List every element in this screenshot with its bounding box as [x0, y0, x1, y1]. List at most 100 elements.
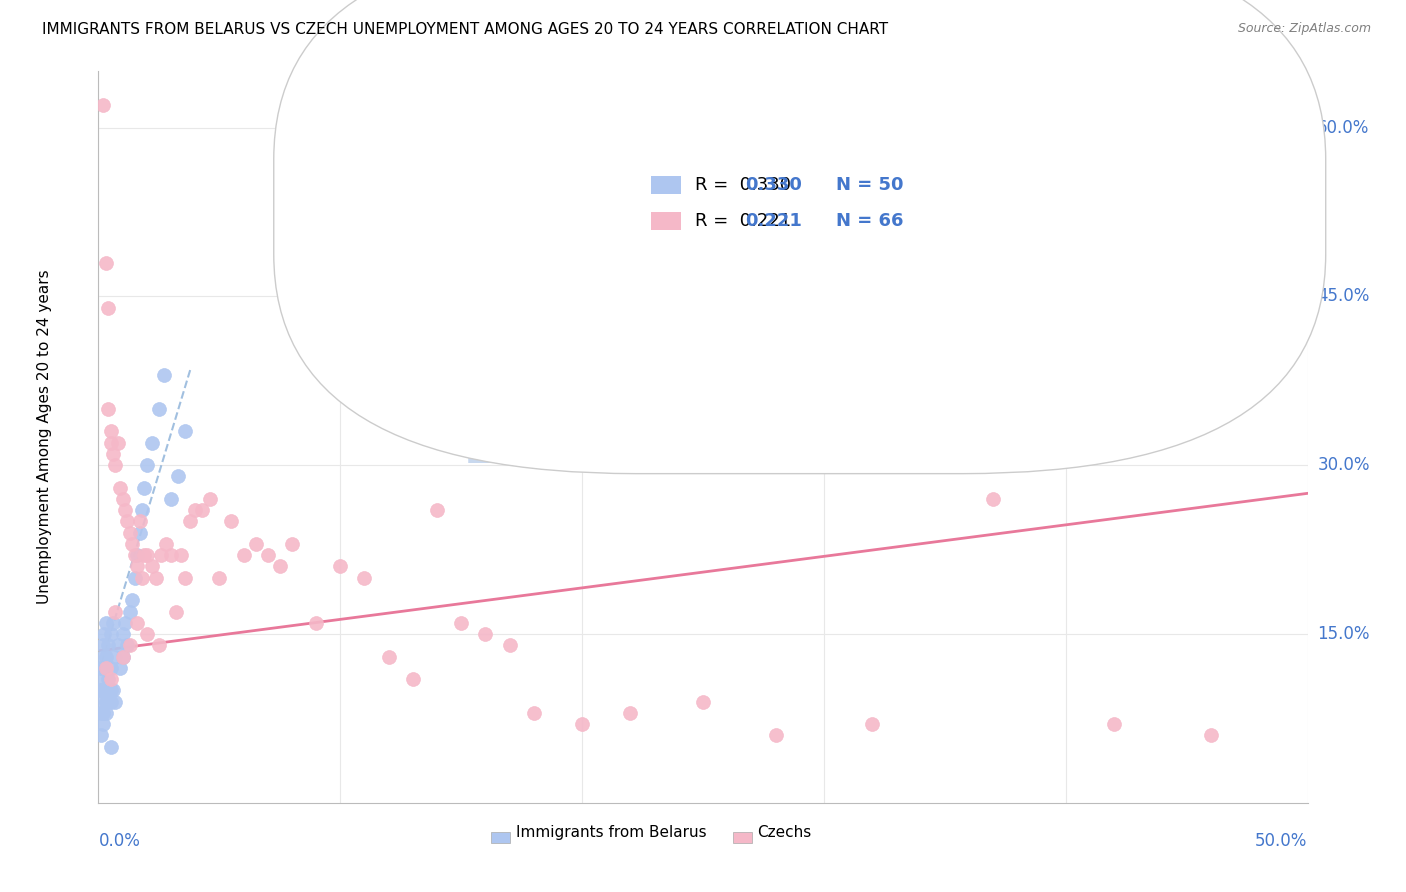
Point	[91, 98, 114, 112]
Point	[94, 615, 117, 630]
Point	[134, 481, 156, 495]
Text: 15.0%: 15.0%	[1317, 625, 1369, 643]
Point	[498, 638, 520, 652]
Point	[160, 491, 183, 506]
Point	[141, 559, 163, 574]
Point	[131, 571, 153, 585]
Point	[108, 661, 131, 675]
Point	[1102, 717, 1125, 731]
Point	[101, 683, 124, 698]
Point	[860, 717, 883, 731]
Point	[377, 649, 399, 664]
Point	[148, 638, 170, 652]
Point	[118, 525, 141, 540]
Text: 0.330: 0.330	[745, 176, 803, 194]
Point	[127, 615, 149, 630]
Point	[104, 649, 127, 664]
Point	[152, 368, 174, 383]
Point	[765, 728, 787, 742]
Point	[100, 627, 122, 641]
Text: 45.0%: 45.0%	[1317, 287, 1369, 305]
Point	[221, 515, 243, 529]
Point	[179, 515, 201, 529]
Point	[191, 503, 214, 517]
Text: 60.0%: 60.0%	[1317, 119, 1369, 136]
Point	[91, 661, 114, 675]
Point	[121, 537, 143, 551]
Point	[100, 694, 122, 708]
Point	[100, 683, 122, 698]
Point	[402, 672, 425, 686]
Point	[232, 548, 254, 562]
FancyBboxPatch shape	[274, 0, 1326, 474]
Point	[93, 627, 115, 641]
Bar	[734, 831, 752, 843]
Point	[117, 638, 139, 652]
Point	[94, 694, 117, 708]
Point	[167, 469, 190, 483]
Point	[91, 717, 114, 731]
Point	[111, 649, 134, 664]
Point	[329, 559, 352, 574]
Text: Czechs: Czechs	[758, 824, 811, 839]
Text: R =  0.221: R = 0.221	[695, 212, 790, 230]
Point	[135, 458, 157, 473]
Point	[111, 649, 134, 664]
Point	[90, 728, 112, 742]
Point	[94, 661, 117, 675]
Point	[981, 491, 1004, 506]
Point	[269, 559, 291, 574]
Bar	[651, 212, 682, 230]
Point	[426, 503, 449, 517]
Point	[100, 425, 122, 439]
Point	[135, 548, 157, 562]
Point	[523, 706, 546, 720]
Point	[134, 548, 156, 562]
Text: Immigrants from Belarus: Immigrants from Belarus	[516, 824, 706, 839]
Bar	[651, 176, 682, 194]
Point	[94, 649, 117, 664]
Point	[107, 638, 129, 652]
Point	[571, 717, 593, 731]
Point	[128, 515, 150, 529]
Point	[174, 425, 197, 439]
Point	[118, 605, 141, 619]
Point	[90, 706, 112, 720]
Point	[101, 615, 124, 630]
Point	[100, 661, 122, 675]
Point	[150, 548, 173, 562]
Point	[160, 548, 183, 562]
Point	[100, 672, 122, 686]
Point	[131, 503, 153, 517]
Point	[90, 694, 112, 708]
Point	[91, 672, 114, 686]
Bar	[492, 831, 510, 843]
Point	[94, 683, 117, 698]
Point	[127, 559, 149, 574]
Point	[104, 458, 127, 473]
Point	[619, 706, 641, 720]
Text: N = 66: N = 66	[837, 212, 904, 230]
Point	[97, 401, 120, 416]
Point	[692, 694, 714, 708]
Text: IMMIGRANTS FROM BELARUS VS CZECH UNEMPLOYMENT AMONG AGES 20 TO 24 YEARS CORRELAT: IMMIGRANTS FROM BELARUS VS CZECH UNEMPLO…	[42, 22, 889, 37]
Point	[94, 255, 117, 269]
Point	[128, 525, 150, 540]
Text: 0.0%: 0.0%	[98, 832, 141, 850]
Point	[281, 537, 304, 551]
Point	[256, 548, 278, 562]
Point	[148, 401, 170, 416]
Point	[91, 706, 114, 720]
Point	[165, 605, 187, 619]
Point	[89, 683, 111, 698]
Point	[124, 571, 146, 585]
Point	[91, 649, 114, 664]
Point	[145, 571, 167, 585]
Point	[450, 615, 472, 630]
Point	[474, 627, 496, 641]
Text: 30.0%: 30.0%	[1317, 456, 1369, 475]
Point	[97, 683, 120, 698]
Point	[118, 638, 141, 652]
Point	[174, 571, 197, 585]
Text: ZIP: ZIP	[464, 391, 637, 483]
